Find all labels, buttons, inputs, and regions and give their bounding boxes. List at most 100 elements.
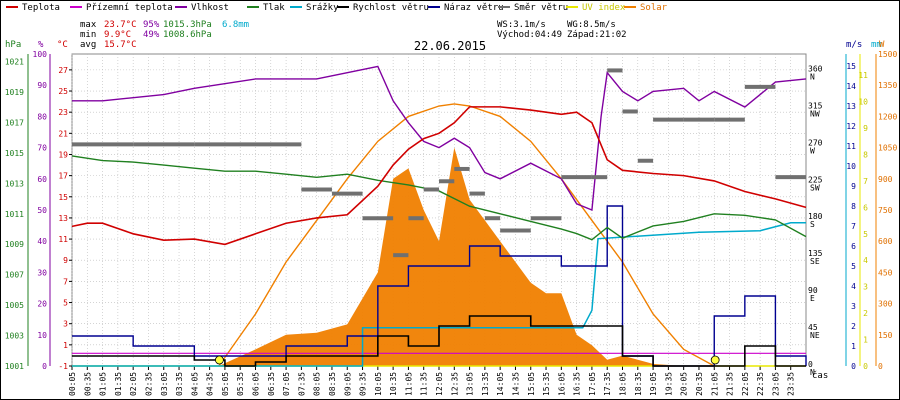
- x-tick-label: 22:05: [741, 372, 750, 396]
- x-tick-label: 12:05: [435, 372, 444, 396]
- temperature-axis-unit: °C: [57, 40, 68, 50]
- x-tick-label: 02:05: [129, 372, 138, 396]
- rain-axis-unit: mm: [871, 40, 882, 50]
- direction-tick: 45: [808, 323, 818, 332]
- solar-tick: 750: [878, 206, 893, 215]
- direction-label: SE: [810, 257, 820, 266]
- wind-tick: 7: [851, 222, 856, 231]
- direction-tick: 270: [808, 138, 823, 147]
- series-humidity-line: [72, 65, 807, 212]
- x-tick-label: 08:35: [328, 372, 337, 396]
- x-tick-label: 15:35: [542, 372, 551, 396]
- x-tick-label: 20:35: [695, 372, 704, 396]
- temperature-tick: 27: [58, 66, 68, 75]
- stat-wind-speed: WS:3.1m/s: [497, 20, 546, 30]
- x-tick-label: 17:05: [588, 372, 597, 396]
- x-tick-label: 21:05: [710, 372, 719, 396]
- x-tick-label: 06:05: [252, 372, 261, 396]
- x-tick-label: 17:35: [603, 372, 612, 396]
- humidity-tick: 60: [37, 175, 47, 184]
- pressure-tick: 1001: [5, 362, 24, 371]
- legend-label: Solar: [640, 3, 668, 13]
- uv-tick: 8: [863, 150, 868, 159]
- temperature-tick: 17: [58, 172, 68, 181]
- humidity-tick: 10: [37, 331, 47, 340]
- wind-tick: 0: [851, 362, 856, 371]
- x-tick-label: 22:35: [756, 372, 765, 396]
- direction-label: N: [810, 72, 815, 81]
- x-tick-label: 00:35: [83, 372, 92, 396]
- direction-tick: 315: [808, 101, 823, 110]
- uv-tick: 10: [858, 98, 868, 107]
- x-tick-label: 09:05: [343, 372, 352, 396]
- direction-label: W: [810, 146, 815, 155]
- series-wind-speed-line: [72, 315, 806, 367]
- x-tick-label: 11:05: [404, 372, 413, 396]
- pressure-tick: 1007: [5, 271, 24, 280]
- uv-tick: 7: [863, 177, 868, 186]
- stat-min-pres: 1008.6hPa: [163, 30, 212, 40]
- stat-max-label: max: [80, 20, 97, 30]
- direction-label: NW: [810, 109, 820, 118]
- humidity-tick: 80: [37, 112, 47, 121]
- wind-tick: 13: [846, 102, 856, 111]
- wind-tick: 8: [851, 202, 856, 211]
- wind-tick: 10: [846, 162, 856, 171]
- series-solar-max-line: [218, 103, 715, 367]
- stat-wind-gust: WG:8.5m/s: [567, 20, 616, 30]
- pressure-tick: 1011: [5, 210, 24, 219]
- stat-max-temp: 23.7°C: [104, 20, 137, 30]
- x-tick-label: 12:35: [450, 372, 459, 396]
- x-tick-label: 13:35: [481, 372, 490, 396]
- solar-axis-unit: W: [879, 40, 885, 50]
- stat-min-label: min: [80, 30, 96, 40]
- direction-label: NE: [810, 331, 820, 340]
- humidity-tick: 50: [37, 206, 47, 215]
- humidity-axis-unit: %: [38, 40, 44, 50]
- wind-tick: 12: [846, 122, 856, 131]
- series-rain-line: [72, 221, 806, 367]
- x-tick-label: 19:05: [649, 372, 658, 396]
- uv-tick: 3: [863, 283, 868, 292]
- x-tick-label: 23:05: [771, 372, 780, 396]
- x-tick-label: 18:35: [634, 372, 643, 396]
- pressure-tick: 1015: [5, 149, 24, 158]
- direction-tick: 360: [808, 64, 823, 73]
- wind-tick: 5: [851, 262, 856, 271]
- solar-tick: 300: [878, 300, 893, 309]
- stat-sunrise: Východ:04:49: [497, 30, 562, 40]
- legend-label: UV index: [582, 3, 626, 13]
- uv-tick: 5: [863, 230, 868, 239]
- direction-label: S: [810, 220, 815, 229]
- uv-tick: 1: [863, 336, 868, 345]
- wind-tick: 2: [851, 322, 856, 331]
- humidity-tick: 100: [33, 50, 48, 59]
- wind-tick: 1: [851, 342, 856, 351]
- x-tick-label: 04:35: [206, 372, 215, 396]
- temperature-tick: 1: [63, 341, 68, 350]
- solar-tick: 1050: [878, 144, 897, 153]
- temperature-tick: -1: [58, 362, 68, 371]
- x-tick-label: 16:05: [557, 372, 566, 396]
- uv-tick: 0: [863, 362, 868, 371]
- x-tick-label: 02:35: [144, 372, 153, 396]
- temperature-tick: 23: [58, 108, 68, 117]
- x-tick-label: 18:05: [619, 372, 628, 396]
- solar-tick: 600: [878, 237, 893, 246]
- legend-label: Přízemní teplota: [86, 3, 173, 13]
- stat-max-hum: 95%: [143, 20, 160, 30]
- x-tick-label: 07:35: [297, 372, 306, 396]
- temperature-tick: 11: [58, 235, 68, 244]
- direction-tick: 0: [808, 360, 813, 369]
- x-tick-label: 13:05: [466, 372, 475, 396]
- direction-label: N: [810, 368, 815, 377]
- legend-label: Tlak: [263, 3, 285, 13]
- solar-tick: 1350: [878, 81, 897, 90]
- x-tick-label: 23:35: [787, 372, 796, 396]
- stat-min-temp: 9.9°C: [104, 30, 131, 40]
- x-tick-label: 14:05: [496, 372, 505, 396]
- legend-label: Náraz větru: [444, 3, 504, 13]
- x-tick-label: 10:05: [374, 372, 383, 396]
- temperature-tick: 25: [58, 87, 68, 96]
- humidity-tick: 0: [42, 362, 47, 371]
